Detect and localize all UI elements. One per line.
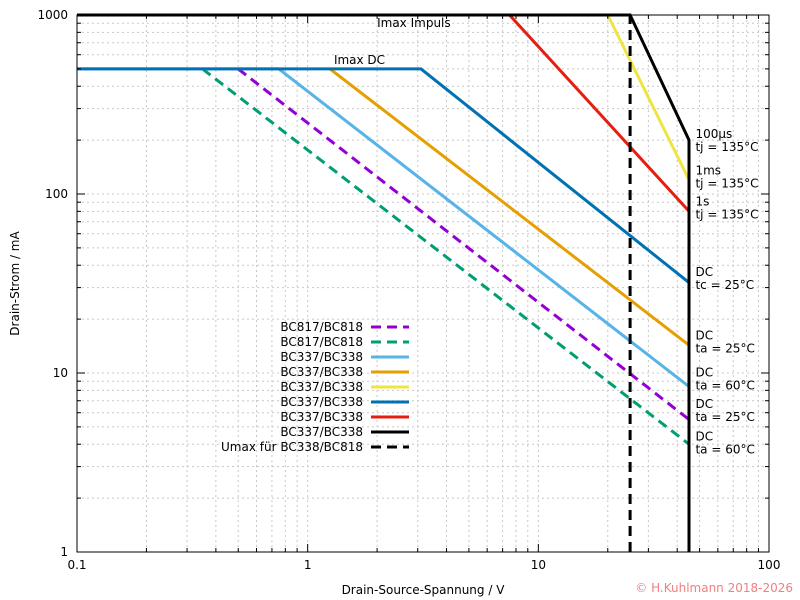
legend-label: BC337/BC338 bbox=[280, 380, 363, 394]
annotation-label: Imax Impuls bbox=[377, 16, 451, 30]
x-tick-label: 0.1 bbox=[67, 558, 86, 572]
copyright-notice: © H.Kuhlmann 2018-2026 bbox=[635, 581, 793, 595]
legend-label: BC817/BC818 bbox=[280, 320, 363, 334]
legend-label: BC337/BC338 bbox=[280, 425, 363, 439]
y-tick-label: 1000 bbox=[37, 8, 68, 22]
series-line-5 bbox=[606, 14, 691, 181]
legend-label: BC337/BC338 bbox=[280, 350, 363, 364]
series-line-7 bbox=[508, 13, 691, 213]
annotation-label: tj = 135°C bbox=[695, 177, 758, 191]
annotation-label: DC bbox=[695, 397, 713, 411]
x-tick-label: 100 bbox=[758, 558, 781, 572]
series-line-6 bbox=[77, 67, 690, 284]
legend-label: BC817/BC818 bbox=[280, 335, 363, 349]
legend-label: Umax für BC338/BC818 bbox=[221, 440, 363, 454]
annotation-label: 1ms bbox=[695, 164, 721, 178]
x-tick-label: 10 bbox=[531, 558, 546, 572]
legend: BC817/BC818BC817/BC818BC337/BC338BC337/B… bbox=[221, 320, 409, 454]
annotation-label: DC bbox=[695, 328, 713, 342]
annotation-label: 1s bbox=[695, 195, 709, 209]
annotation-label: DC bbox=[695, 265, 713, 279]
annotation-label: DC bbox=[695, 366, 713, 380]
annotation-label: tj = 135°C bbox=[695, 140, 758, 154]
y-tick-label: 1 bbox=[60, 545, 68, 559]
plot-frame bbox=[76, 14, 770, 553]
legend-label: BC337/BC338 bbox=[280, 365, 363, 379]
x-axis-label: Drain-Source-Spannung / V bbox=[342, 583, 506, 597]
annotation-label: Imax DC bbox=[334, 53, 385, 67]
annotation-label: 100µs bbox=[695, 127, 732, 141]
annotation-label: tj = 135°C bbox=[695, 208, 758, 222]
legend-label: BC337/BC338 bbox=[280, 410, 363, 424]
annotation-label: DC bbox=[695, 429, 713, 443]
annotation-label: ta = 25°C bbox=[695, 410, 754, 424]
annotation-label: ta = 25°C bbox=[695, 341, 754, 355]
series-line-2 bbox=[201, 67, 690, 446]
legend-label: BC337/BC338 bbox=[280, 395, 363, 409]
y-tick-label: 10 bbox=[53, 366, 68, 380]
annotation-label: ta = 60°C bbox=[695, 379, 754, 393]
grid bbox=[77, 15, 769, 552]
y-tick-label: 100 bbox=[45, 187, 68, 201]
annotation-label: ta = 60°C bbox=[695, 442, 754, 456]
annotation-label: tc = 25°C bbox=[695, 278, 754, 292]
y-axis-label: Drain-Strom / mA bbox=[8, 231, 22, 336]
series-line-4 bbox=[329, 67, 690, 347]
x-tick-label: 1 bbox=[304, 558, 312, 572]
